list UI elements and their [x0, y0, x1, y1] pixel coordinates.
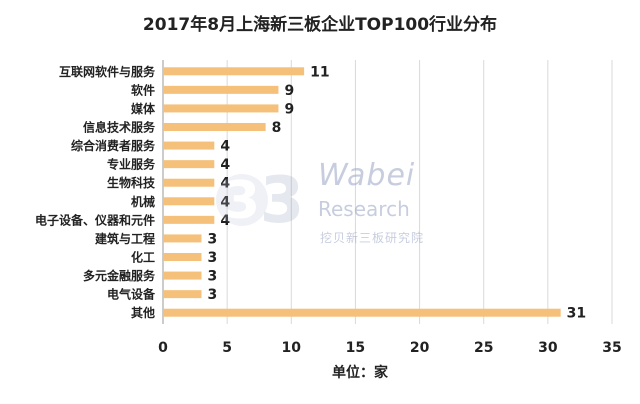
- bar-12: [163, 290, 202, 299]
- bar-5: [163, 160, 215, 169]
- data-label-0: 11: [310, 64, 329, 80]
- data-label-12: 3: [207, 287, 217, 303]
- data-label-5: 4: [220, 157, 230, 173]
- x-tick-label-3: 15: [346, 340, 365, 356]
- category-label-5: 专业服务: [107, 157, 156, 172]
- category-label-2: 媒体: [131, 101, 156, 116]
- category-label-13: 其他: [131, 305, 155, 320]
- x-tick-label-6: 30: [538, 340, 558, 356]
- x-tick-label-5: 25: [474, 340, 493, 356]
- data-label-11: 3: [207, 269, 217, 285]
- bar-4: [163, 141, 215, 150]
- category-label-1: 软件: [131, 82, 155, 97]
- data-label-2: 9: [284, 101, 294, 117]
- data-label-8: 4: [220, 213, 230, 229]
- bar-7: [163, 197, 215, 206]
- bar-6: [163, 178, 215, 187]
- bar-2: [163, 104, 279, 113]
- chart-title: 2017年8月上海新三板企业TOP100行业分布: [142, 15, 498, 35]
- category-label-11: 多元金融服务: [83, 268, 156, 283]
- data-label-3: 8: [272, 120, 282, 136]
- data-label-10: 3: [207, 250, 217, 266]
- x-tick-label-4: 20: [410, 340, 430, 356]
- x-tick-label-7: 35: [602, 340, 621, 356]
- bar-10: [163, 253, 202, 261]
- bar-13: [163, 308, 561, 317]
- bar-8: [163, 215, 215, 224]
- data-label-9: 3: [207, 231, 217, 247]
- category-label-9: 建筑与工程: [94, 231, 155, 246]
- category-label-3: 信息技术服务: [83, 120, 156, 135]
- category-label-7: 机械: [131, 194, 155, 209]
- data-label-4: 4: [220, 139, 230, 155]
- bar-11: [163, 271, 202, 280]
- category-label-10: 化工: [131, 250, 155, 265]
- bar-0: [163, 67, 305, 76]
- bar-1: [163, 85, 279, 94]
- bar-3: [163, 123, 266, 131]
- category-label-0: 互联网软件与服务: [59, 64, 156, 79]
- x-tick-label-2: 10: [282, 340, 302, 356]
- x-tick-label-0: 0: [158, 340, 168, 356]
- category-label-4: 综合消费者服务: [71, 138, 156, 153]
- category-label-6: 生物科技: [107, 175, 156, 190]
- category-label-8: 电子设备、仪器和元件: [35, 212, 155, 227]
- data-label-7: 4: [220, 194, 230, 210]
- data-label-1: 9: [284, 83, 294, 99]
- data-label-6: 4: [220, 176, 230, 192]
- x-axis-label: 单位：家: [332, 365, 388, 381]
- data-label-13: 31: [567, 306, 586, 322]
- category-label-12: 电气设备: [107, 287, 156, 302]
- x-tick-label-1: 5: [222, 340, 232, 356]
- bar-9: [163, 234, 202, 243]
